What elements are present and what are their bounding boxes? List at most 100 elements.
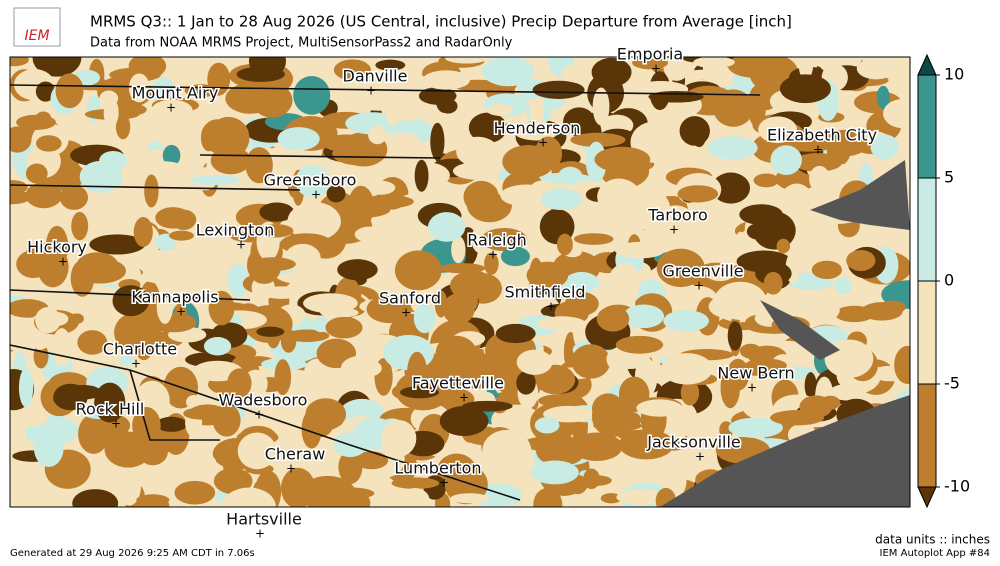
precip-patch xyxy=(770,410,825,426)
map-frame xyxy=(9,56,911,508)
precip-patch xyxy=(739,343,762,359)
precip-patch xyxy=(481,227,528,252)
city-label: Danville xyxy=(343,67,408,86)
precip-patch xyxy=(16,250,51,279)
precip-patch xyxy=(347,185,375,228)
precip-patch xyxy=(770,145,802,175)
precip-patch xyxy=(571,344,611,379)
precip-patch xyxy=(134,328,154,361)
city-marker: + xyxy=(236,238,246,252)
precip-patch xyxy=(354,451,389,470)
precip-patch xyxy=(600,493,622,504)
precip-patch xyxy=(368,125,387,145)
city-label: Hickory xyxy=(27,238,87,257)
precip-patch xyxy=(277,127,320,151)
city-marker: + xyxy=(255,527,265,541)
precip-patch xyxy=(168,290,185,301)
precip-patch xyxy=(856,57,896,80)
precip-patch xyxy=(251,83,293,118)
city-marker: + xyxy=(366,84,376,98)
precip-patch xyxy=(632,57,669,70)
precip-patch xyxy=(375,59,406,71)
precip-patch xyxy=(535,435,586,467)
precip-patch xyxy=(55,73,84,109)
city-marker: + xyxy=(166,101,176,115)
colorbar-top xyxy=(917,53,937,76)
precip-patch xyxy=(287,202,341,241)
precip-patch xyxy=(71,211,89,241)
colorbar-label: 0 xyxy=(944,271,954,290)
precip-patch xyxy=(78,413,109,454)
city-label: Wadesboro xyxy=(219,391,308,410)
precip-patch xyxy=(894,345,910,384)
precip-patch xyxy=(186,395,202,409)
precip-patch xyxy=(143,273,192,284)
precip-patch xyxy=(592,87,610,126)
precip-patch xyxy=(207,116,250,159)
precip-patch xyxy=(597,178,641,215)
colorbar: 10 5 0 -5 -10 xyxy=(917,53,970,509)
precip-patch xyxy=(787,219,835,247)
precip-patch xyxy=(707,136,758,160)
precip-patch xyxy=(470,148,498,181)
precip-patch xyxy=(727,57,783,78)
generated: Generated at 29 Aug 2026 9:25 AM CDT in … xyxy=(10,548,255,559)
precip-patch xyxy=(563,271,600,296)
precip-patch xyxy=(727,321,743,351)
precip-patch xyxy=(614,241,666,259)
precip-patch xyxy=(221,487,276,507)
precip-patch xyxy=(260,286,304,299)
city-label: Fayetteville xyxy=(412,374,504,393)
precip-patch xyxy=(876,85,890,109)
precip-patch xyxy=(10,57,29,67)
precip-patch xyxy=(413,302,436,334)
precip-patch xyxy=(439,263,486,274)
colorbar-label: 5 xyxy=(944,168,954,187)
city-label: Henderson xyxy=(494,119,581,138)
ocean xyxy=(660,395,910,507)
precip-patch xyxy=(150,312,197,333)
precip-patch xyxy=(56,164,85,189)
precip-patch xyxy=(70,259,95,297)
subtitle: Data from NOAA MRMS Project, MultiSensor… xyxy=(90,36,513,51)
precip-patch xyxy=(663,310,709,332)
precip-patch xyxy=(529,97,544,128)
precip-patch xyxy=(407,351,428,394)
precip-patch xyxy=(776,238,791,254)
precip-patch xyxy=(615,335,664,354)
city-marker: + xyxy=(546,300,556,314)
precip-patch xyxy=(883,98,910,129)
city-marker: + xyxy=(669,223,679,237)
precip-patch xyxy=(115,114,131,140)
precip-patch xyxy=(495,323,536,344)
precip-patch xyxy=(623,304,665,329)
precip-patch xyxy=(811,260,842,280)
precip-patch xyxy=(809,165,830,192)
precip-patch xyxy=(162,144,181,167)
precip-patch xyxy=(442,302,457,316)
precip-patch xyxy=(351,359,382,378)
city-label: Emporia xyxy=(617,45,683,64)
precip-patch xyxy=(333,59,371,81)
precip-patch xyxy=(427,212,466,242)
precip-patch xyxy=(537,394,584,408)
precip-patch xyxy=(561,64,593,82)
precip-patch xyxy=(170,209,197,230)
precip-patch xyxy=(453,362,501,389)
precip-patch xyxy=(33,429,64,467)
precip-patch xyxy=(870,134,899,160)
precip-patch xyxy=(79,160,123,193)
city-marker: + xyxy=(111,417,121,431)
precip-patch xyxy=(394,250,442,291)
precip-patch xyxy=(679,116,710,146)
precip-patch xyxy=(711,172,751,204)
precip-patch xyxy=(463,180,499,213)
city-label: Smithfield xyxy=(504,283,585,302)
precip-patch xyxy=(35,81,56,102)
city-label: Sanford xyxy=(379,289,441,308)
precip-patch xyxy=(787,296,840,324)
precip-patch xyxy=(227,368,252,399)
precip-patch xyxy=(213,467,253,495)
precip-patch xyxy=(325,316,363,339)
city-marker: + xyxy=(813,143,823,157)
